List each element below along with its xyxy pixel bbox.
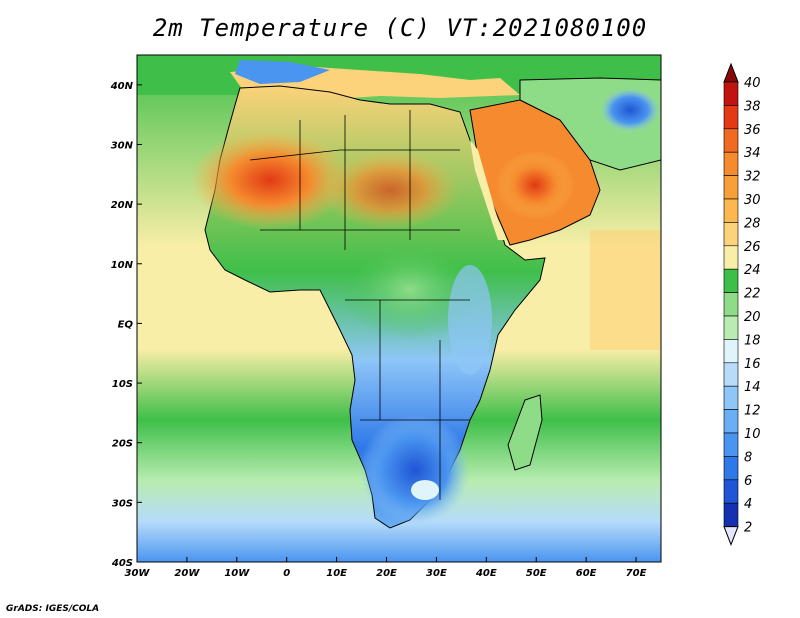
x-tick-label: 0 [283, 568, 290, 579]
colorbar-label: 4 [744, 497, 752, 512]
x-tick-label: 20E [376, 568, 397, 579]
colorbar-label: 20 [744, 310, 761, 325]
colorbar-label: 6 [744, 474, 752, 489]
colorbar-label: 30 [744, 193, 761, 208]
y-tick-label: 30S [112, 498, 133, 509]
colorbar-label: 2 [744, 521, 752, 536]
colorbar: 40 38 36 34 32 30 28 26 24 22 20 18 16 14 12 10 8 6 4 2 [723, 62, 761, 546]
colorbar-label: 38 [744, 99, 761, 114]
x-tick-label: 50E [526, 568, 547, 579]
colorbar-label: 32 [744, 170, 761, 185]
plot-field [137, 55, 661, 562]
colorbar-box [723, 128, 739, 153]
colorbar-box [723, 151, 739, 176]
x-tick-label: 60E [576, 568, 597, 579]
southern-africa-cool [360, 415, 470, 525]
y-axis-ticks: 40N 30N 20N 10N EQ 10S 20S 30S 40S [110, 81, 142, 569]
colorbar-label: 36 [744, 123, 761, 138]
country-borders [249, 110, 470, 500]
central-africa-green [340, 240, 480, 340]
y-tick-label: 40N [110, 81, 134, 92]
colorbar-box [723, 315, 739, 340]
colorbar-label: 14 [744, 380, 761, 395]
colorbar-box [723, 268, 739, 293]
colorbar-label: 10 [744, 427, 761, 442]
red-sea [470, 140, 505, 240]
x-tick-label: 10W [224, 568, 250, 579]
colorbar-label: 28 [744, 216, 761, 231]
colorbar-label: 26 [744, 240, 761, 255]
zagros-cool [600, 88, 660, 132]
sahara-hot-spot [190, 130, 350, 230]
x-tick-label: 70E [626, 568, 647, 579]
colorbar-box [723, 81, 739, 106]
y-tick-label: 10S [112, 379, 133, 390]
colorbar-box [723, 362, 739, 387]
x-tick-label: 30W [125, 568, 151, 579]
y-tick-label: 10N [111, 260, 134, 271]
x-tick-label: 30E [426, 568, 447, 579]
chart-title: 2m Temperature (C) VT:2021080100 [152, 14, 648, 42]
x-tick-label: 40E [475, 568, 497, 579]
y-tick-label: 30N [111, 140, 134, 151]
colorbar-box [723, 222, 739, 247]
east-africa-highlands [448, 265, 492, 375]
colorbar-max-triangle [723, 62, 739, 83]
colorbar-box [723, 245, 739, 270]
plot-frame [136, 54, 662, 563]
colorbar-box [723, 409, 739, 434]
colorbar-min-triangle [723, 526, 739, 546]
y-tick-label: 40S [111, 558, 133, 569]
colorbar-box [723, 198, 739, 223]
madagascar [507, 394, 543, 471]
colorbar-box [723, 175, 739, 200]
libya-warm [320, 150, 460, 230]
colorbar-label: 18 [744, 333, 761, 348]
arabia-hot-spot [495, 150, 575, 220]
x-axis-ticks: 30W 20W 10W 0 10E 20E 30E 40E 50E 60E 70E [125, 557, 647, 579]
colorbar-box [723, 456, 739, 481]
colorbar-box [723, 105, 739, 130]
colorbar-box [723, 339, 739, 364]
indian-ocean-warm [590, 230, 661, 350]
colorbar-label: 40 [744, 76, 761, 91]
colorbar-box [723, 385, 739, 410]
colorbar-label: 16 [744, 357, 761, 372]
colorbar-label: 12 [744, 404, 761, 419]
y-tick-label: 20S [112, 439, 133, 450]
colorbar-label: 24 [744, 263, 761, 278]
colorbar-label: 34 [744, 146, 761, 161]
lesotho-cold [411, 480, 439, 500]
colorbar-box [723, 479, 739, 504]
y-tick-label: 20N [111, 200, 134, 211]
grads-credit: GrADS: IGES/COLA [6, 604, 100, 614]
colorbar-label: 8 [744, 450, 752, 465]
colorbar-box [723, 432, 739, 457]
x-tick-label: 10E [326, 568, 347, 579]
x-tick-label: 20W [174, 568, 200, 579]
iberia-cool [235, 60, 330, 84]
colorbar-box [723, 292, 739, 317]
colorbar-label: 22 [744, 287, 761, 302]
y-tick-label: EQ [118, 319, 134, 330]
colorbar-box [723, 502, 739, 527]
